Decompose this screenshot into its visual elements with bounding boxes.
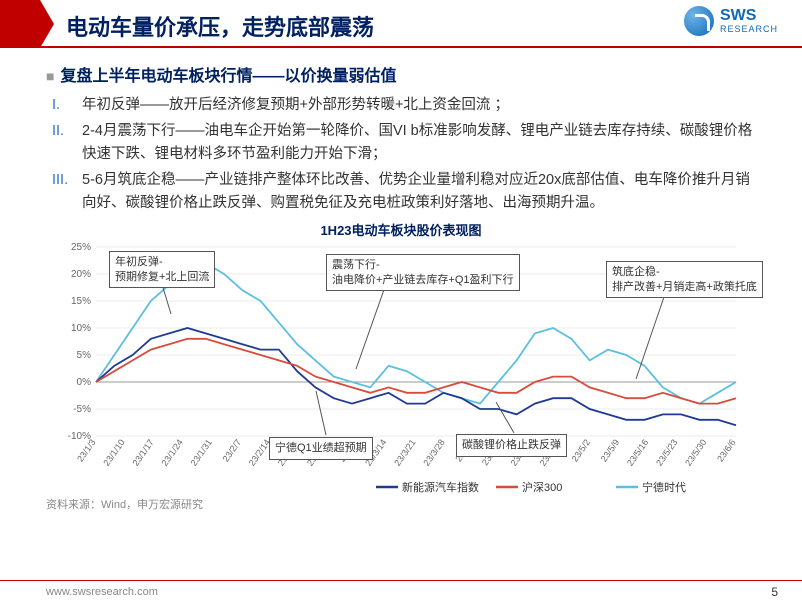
svg-text:23/1/17: 23/1/17 [130, 438, 155, 468]
svg-text:23/1/24: 23/1/24 [159, 438, 184, 468]
svg-text:23/3/28: 23/3/28 [421, 438, 446, 468]
svg-text:23/5/16: 23/5/16 [625, 438, 650, 468]
point-item: I.年初反弹——放开后经济修复预期+外部形势转暖+北上资金回流 ； [82, 94, 756, 116]
chart-callout: 宁德Q1业绩超预期 [269, 437, 373, 459]
svg-text:23/5/23: 23/5/23 [654, 438, 679, 468]
svg-text:23/3/21: 23/3/21 [392, 438, 417, 468]
point-item: II.2-4月震荡下行——油电车企开始第一轮降价、国VI b标准影响发酵、锂电产… [82, 120, 756, 165]
header: 电动车量价承压，走势底部震荡 SWS RESEARCH [0, 0, 802, 48]
svg-text:沪深300: 沪深300 [522, 480, 562, 494]
svg-text:23/6/6: 23/6/6 [715, 438, 738, 464]
header-red-tab [0, 0, 40, 48]
source-text: 资料来源：Wind，申万宏源研究 [46, 496, 802, 512]
svg-text:25%: 25% [71, 242, 91, 253]
svg-text:23/5/30: 23/5/30 [683, 438, 708, 468]
points-list: I.年初反弹——放开后经济修复预期+外部形势转暖+北上资金回流 ；II.2-4月… [46, 94, 756, 214]
svg-text:23/1/31: 23/1/31 [189, 438, 214, 468]
svg-text:20%: 20% [71, 269, 91, 280]
logo-sub-text: RESEARCH [720, 24, 778, 34]
svg-text:23/5/2: 23/5/2 [570, 438, 593, 464]
logo-icon [684, 6, 714, 36]
footer: www.swsresearch.com 5 [0, 580, 802, 602]
chart-callout: 筑底企稳-排产改善+月销走高+政策托底 [606, 261, 763, 298]
footer-url: www.swsresearch.com [46, 586, 158, 598]
point-text: 5-6月筑底企稳——产业链排产整体环比改善、优势企业量增利稳对应近20x底部估值… [82, 172, 750, 210]
point-text: 年初反弹——放开后经济修复预期+外部形势转暖+北上资金回流 ； [82, 97, 509, 113]
chart-callout: 震荡下行-油电降价+产业链去库存+Q1盈利下行 [326, 254, 520, 291]
svg-text:23/2/7: 23/2/7 [221, 438, 244, 464]
svg-text:15%: 15% [71, 296, 91, 307]
footer-page: 5 [771, 585, 778, 599]
svg-text:5%: 5% [77, 350, 92, 361]
page-title: 电动车量价承压，走势底部震荡 [66, 10, 374, 42]
roman-numeral: III. [52, 169, 68, 191]
chart: 25%20%15%10%5%0%-5%-10%23/1/323/1/1023/1… [46, 239, 756, 494]
svg-text:23/5/9: 23/5/9 [599, 438, 622, 464]
svg-text:-5%: -5% [73, 404, 91, 415]
roman-numeral: I. [52, 94, 60, 116]
chart-callout: 年初反弹-预期修复+北上回流 [109, 251, 215, 288]
sws-logo: SWS RESEARCH [684, 6, 778, 36]
main-heading-row: ■ 复盘上半年电动车板块行情——以价换量弱估值 [46, 62, 756, 86]
roman-numeral: II. [52, 120, 64, 142]
svg-text:23/1/10: 23/1/10 [101, 438, 126, 468]
point-item: III.5-6月筑底企稳——产业链排产整体环比改善、优势企业量增利稳对应近20x… [82, 169, 756, 214]
svg-text:新能源汽车指数: 新能源汽车指数 [402, 480, 479, 494]
svg-text:10%: 10% [71, 323, 91, 334]
logo-main-text: SWS [720, 8, 778, 24]
point-text: 2-4月震荡下行——油电车企开始第一轮降价、国VI b标准影响发酵、锂电产业链去… [82, 123, 752, 161]
main-heading: 复盘上半年电动车板块行情——以价换量弱估值 [60, 68, 396, 85]
chart-title: 1H23电动车板块股价表现图 [46, 220, 756, 239]
svg-text:宁德时代: 宁德时代 [642, 480, 686, 494]
bullet-icon: ■ [46, 68, 54, 84]
svg-text:0%: 0% [77, 377, 92, 388]
content: ■复盘上半年电动车板块行情——以价换量弱估值 I.年初反弹——放开后经济修复预期… [0, 48, 802, 494]
chart-callout: 碳酸锂价格止跌反弹 [456, 434, 567, 456]
